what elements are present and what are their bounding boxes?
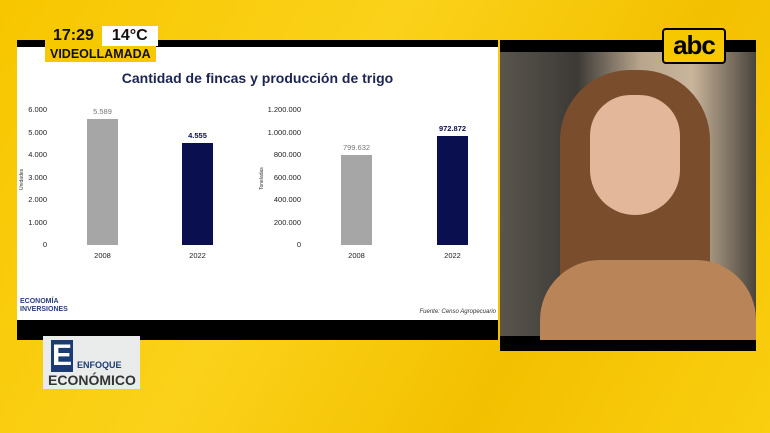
logo-letter: E: [51, 339, 73, 372]
guest-sweater: [540, 260, 756, 340]
y-tick-label: 1.000.000: [267, 127, 301, 137]
bar-2022: [182, 142, 213, 245]
data-label: 5.589: [93, 107, 112, 117]
logo-line1: ENFOQUE: [77, 360, 122, 370]
temperature: 14°C: [101, 26, 158, 46]
brand-line1: ECONOMÍA: [20, 298, 59, 305]
y-tick-label: 0: [296, 240, 301, 249]
bar-2008: [341, 155, 372, 245]
logo-line2: ECONÓMICO: [48, 372, 136, 388]
data-label: 4.555: [188, 130, 207, 140]
y-tick-label: 3.000: [28, 172, 47, 182]
economia-inversiones-logo: ECONOMÍA INVERSIONES: [20, 298, 68, 314]
y-tick-label: 800.000: [273, 150, 301, 159]
y-tick-label: 2.000: [28, 195, 47, 204]
y-axis-label: Toneladas: [259, 167, 265, 190]
time: 17:29: [45, 26, 102, 46]
abc-logo: abc: [662, 28, 726, 64]
enfoque-economico-logo: E ENFOQUE ECONÓMICO: [43, 336, 140, 389]
y-tick-label: 6.000: [28, 105, 47, 114]
guest-face: [590, 95, 680, 215]
y-tick-label: 0: [42, 240, 47, 249]
y-axis-label: Unidades: [19, 168, 25, 190]
y-tick-label: 400.000: [273, 195, 301, 204]
x-tick-label: 2022: [189, 251, 206, 260]
brand-line2: INVERSIONES: [20, 306, 68, 313]
x-tick-label: 2022: [444, 251, 461, 260]
bar-2022: [437, 135, 468, 245]
y-tick-label: 200.000: [273, 217, 301, 227]
y-tick-label: 600.000: [273, 172, 301, 182]
data-label: 972.872: [438, 123, 467, 133]
y-tick-label: 5.000: [28, 127, 47, 137]
y-tick-label: 1.000: [28, 217, 47, 227]
data-label: 799.632: [342, 143, 371, 153]
slide-title: Cantidad de fincas y producción de trigo: [121, 70, 394, 86]
x-tick-label: 2008: [94, 251, 111, 260]
y-tick-label: 4.000: [28, 150, 47, 159]
x-tick-label: 2008: [348, 251, 365, 260]
source-note: Fuente: Censo Agropecuario: [419, 309, 497, 315]
bar-2008: [87, 119, 118, 245]
videocall-tag: VIDEOLLAMADA: [45, 46, 156, 62]
y-tick-label: 1.200.000: [267, 105, 301, 114]
clock-weather: 17:29 14°C: [45, 26, 158, 46]
